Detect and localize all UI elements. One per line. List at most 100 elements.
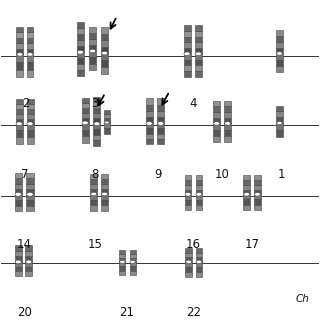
Bar [185,185,191,189]
Text: Ch: Ch [296,294,310,304]
Bar [77,64,84,70]
Bar [130,262,136,266]
Bar [146,133,153,139]
Bar [77,40,84,46]
Ellipse shape [27,192,33,196]
Bar [89,27,96,33]
Ellipse shape [27,122,33,125]
Bar [254,199,261,204]
Bar [15,251,21,256]
Bar [157,105,164,111]
Bar [276,130,283,137]
Bar [276,66,283,72]
Bar [101,194,108,200]
Bar [184,42,191,48]
Ellipse shape [15,260,21,264]
Bar [254,189,261,194]
Bar [16,137,23,144]
Bar [196,185,202,189]
Bar [89,33,96,39]
Bar [185,194,191,200]
Bar [82,113,89,118]
Bar [15,267,21,271]
Ellipse shape [276,52,283,55]
Ellipse shape [185,193,191,196]
Bar [26,194,34,200]
Bar [146,117,153,124]
Bar [196,272,202,276]
Bar [15,271,21,276]
Bar [14,189,22,194]
Bar [90,179,97,184]
Bar [16,38,23,43]
Bar [101,200,108,205]
Bar [186,257,192,262]
Text: 8: 8 [91,168,98,181]
Bar [93,97,100,102]
Bar [27,54,33,62]
Bar [213,101,220,107]
Bar [25,267,32,271]
Bar [119,271,125,275]
Bar [93,113,100,118]
Bar [184,25,191,31]
Bar [157,129,164,133]
Bar [276,106,283,111]
Ellipse shape [27,52,33,56]
Bar [27,131,34,137]
Ellipse shape [186,260,192,263]
Bar [195,25,202,31]
Bar [25,271,32,276]
Bar [90,194,97,200]
Bar [89,57,96,64]
Bar [184,48,191,54]
Ellipse shape [196,260,202,263]
Bar [196,200,202,205]
Ellipse shape [26,260,32,264]
Ellipse shape [90,49,95,53]
Bar [16,99,23,104]
Bar [224,112,231,118]
Bar [77,28,84,34]
Bar [276,111,283,117]
Bar [130,254,136,258]
Bar [82,130,89,136]
Bar [16,119,23,124]
Bar [196,180,202,185]
Bar [27,62,33,70]
Bar [276,30,283,36]
Bar [254,204,261,210]
Bar [93,140,100,146]
Bar [196,248,202,253]
Bar [104,118,109,123]
Bar [224,124,231,130]
Bar [185,205,191,210]
Bar [243,189,250,194]
Bar [27,104,34,109]
Ellipse shape [101,192,108,196]
Bar [146,124,153,129]
Bar [101,53,108,60]
Bar [26,184,34,189]
Bar [224,107,231,112]
Text: 3: 3 [91,97,98,110]
Bar [25,256,32,262]
Bar [90,184,97,189]
Ellipse shape [277,122,282,125]
Bar [185,189,191,194]
Text: 21: 21 [119,306,134,319]
Ellipse shape [120,260,125,263]
Bar [101,40,108,47]
Bar [184,37,191,42]
Bar [213,124,220,130]
Bar [186,262,192,267]
Text: 9: 9 [155,168,162,181]
Text: 15: 15 [87,238,102,252]
Bar [195,71,202,77]
Bar [27,70,33,77]
Ellipse shape [91,192,97,196]
Bar [196,253,202,257]
Bar [119,258,125,262]
Ellipse shape [77,50,84,54]
Bar [104,123,109,128]
